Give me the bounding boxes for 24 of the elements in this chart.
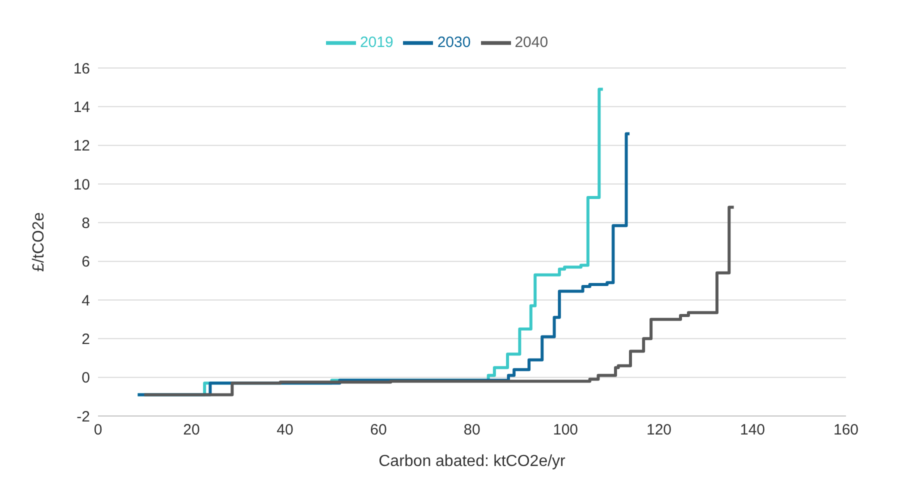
y-axis-title: £/tCO2e: [30, 212, 48, 272]
x-axis-title: Carbon abated: ktCO2e/yr: [378, 453, 566, 470]
y-tick-label: 0: [82, 370, 90, 387]
x-tick-label: 80: [464, 422, 480, 439]
y-tick-label: -2: [76, 408, 90, 426]
y-tick-label: 10: [73, 176, 90, 194]
x-tick-label: 100: [552, 422, 578, 439]
y-tick-label: 16: [73, 60, 90, 78]
y-tick-label: 14: [73, 98, 90, 116]
y-tick-label: 12: [73, 138, 90, 155]
x-tick-label: 140: [740, 422, 766, 439]
legend-label: 2019: [360, 34, 394, 51]
x-tick-label: 40: [276, 422, 294, 439]
legend-label: 2040: [514, 34, 548, 51]
y-tick-label: 6: [82, 254, 90, 271]
x-tick-label: 0: [94, 422, 102, 439]
x-tick-label: 120: [646, 422, 672, 439]
y-tick-label: 8: [82, 214, 90, 232]
y-tick-label: 2: [82, 330, 90, 348]
x-tick-label: 60: [370, 422, 387, 439]
x-tick-label: 160: [833, 422, 859, 439]
x-tick-label: 20: [183, 422, 200, 439]
legend-label: 2030: [437, 34, 471, 51]
y-tick-label: 4: [82, 292, 90, 310]
